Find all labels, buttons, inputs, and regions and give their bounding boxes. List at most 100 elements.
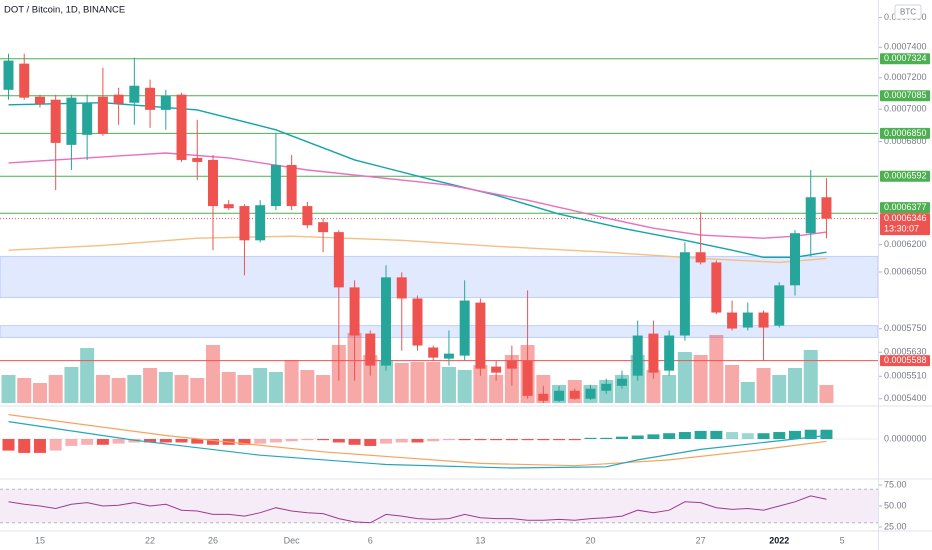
candle-body: [270, 164, 281, 207]
macd-histogram-bar: [33, 439, 46, 453]
moving-average: [8, 235, 827, 264]
volume-bar: [709, 335, 724, 403]
candle-body: [711, 262, 722, 313]
volume-bar: [646, 370, 661, 403]
candle-body: [396, 277, 407, 299]
candle-body: [742, 312, 753, 328]
macd-histogram-bar: [741, 433, 754, 439]
x-tick-label: 22: [145, 535, 155, 545]
volume-bar: [473, 365, 488, 403]
candle-body: [318, 222, 329, 233]
macd-histogram-bar: [615, 436, 628, 439]
rsi-band: [0, 489, 878, 523]
zone: [0, 255, 879, 299]
moving-average: [8, 101, 827, 258]
moving-averages: [8, 101, 827, 264]
macd-histogram-bar: [206, 439, 219, 445]
candle-body: [695, 252, 706, 263]
volume-bar: [394, 363, 409, 403]
candle-body: [475, 302, 486, 369]
candle-body: [207, 159, 218, 207]
macd-histogram-bar: [537, 439, 550, 441]
candle-body: [774, 285, 785, 326]
volume-bar: [410, 362, 425, 403]
macd-histogram-bar: [458, 439, 471, 441]
candle-body: [664, 335, 675, 371]
candle-body: [585, 388, 596, 399]
macd-histogram-bar: [568, 439, 581, 441]
candle-body: [443, 353, 454, 359]
candle-body: [679, 252, 690, 336]
moving-average: [8, 152, 827, 239]
macd-tick-label: 0.0000000: [884, 433, 927, 443]
volume-bar: [253, 368, 268, 403]
zones: [0, 255, 879, 338]
candle-body: [66, 97, 77, 145]
level-label-box: [880, 202, 930, 214]
last-price-label: 0.0006346: [884, 213, 927, 223]
y-tick-label: 0.0007200: [884, 72, 927, 82]
rsi-tick-label: 50.00: [884, 500, 907, 510]
macd-histogram-bar: [789, 430, 801, 439]
volume-bar: [300, 370, 315, 403]
macd-histogram-bar: [317, 439, 330, 441]
volume-bar: [489, 375, 504, 403]
currency-box: [894, 4, 922, 20]
rsi-tick-label: 25.00: [884, 521, 907, 531]
macd-histogram-bar: [159, 439, 172, 443]
volume-bar: [190, 378, 205, 403]
volume-bar: [95, 375, 110, 403]
candle-body: [648, 333, 659, 373]
macd-histogram-bar: [144, 439, 157, 443]
candle-body: [601, 383, 612, 391]
y-tick-label: 0.0006800: [884, 136, 927, 146]
macd-histogram-bar: [820, 429, 833, 439]
macd-histogram-bar: [18, 439, 31, 453]
candle-body: [255, 205, 266, 241]
macd-line: [8, 421, 827, 469]
macd-histogram-bar: [411, 439, 424, 443]
candle-body: [522, 360, 533, 396]
y-tick-label: 0.0006200: [884, 239, 927, 249]
volume-bar: [363, 355, 378, 403]
macd-histogram-bar: [238, 439, 251, 445]
macd-histogram-bar: [600, 437, 613, 439]
y-tick-label: 0.0005510: [884, 371, 927, 381]
macd-histogram-bar: [81, 439, 94, 445]
macd-histogram-bar: [773, 432, 786, 439]
candle-body: [428, 347, 439, 358]
level-label: 0.0006592: [884, 171, 927, 181]
macd-histogram-bar: [505, 439, 518, 441]
candle-body: [286, 164, 297, 207]
volume-bar: [441, 367, 456, 403]
macd-histogram-bar: [364, 439, 377, 446]
countdown: 13:30:07: [884, 224, 919, 234]
macd-histogram-bar: [584, 437, 597, 439]
chart-title: DOT / Bitcoin, 1D, BINANCE: [4, 5, 125, 16]
volume-bar: [677, 352, 692, 403]
macd-histogram-bar: [96, 439, 109, 445]
candle-body: [365, 333, 376, 366]
macd-histogram-bar: [804, 429, 817, 439]
candle-body: [821, 197, 832, 219]
volume-bar: [143, 368, 158, 403]
candles: [3, 53, 832, 403]
volume-bar: [80, 348, 95, 403]
currency: BTC: [900, 8, 916, 17]
volume-bar: [788, 368, 802, 403]
macd-histogram-bar: [553, 439, 566, 441]
macd-histogram-bar: [663, 433, 676, 439]
level-label-box: [880, 355, 930, 367]
volume-bar: [693, 355, 708, 403]
y-tick-label: 0.0005400: [884, 393, 927, 403]
candle-body: [381, 277, 392, 366]
macd-histogram-bar: [2, 439, 15, 451]
x-tick-label: 13: [475, 535, 485, 545]
volume-bar: [32, 383, 47, 403]
volume-bar: [457, 370, 472, 403]
volume-bar: [819, 385, 834, 403]
macd-histogram-bar: [442, 439, 455, 441]
